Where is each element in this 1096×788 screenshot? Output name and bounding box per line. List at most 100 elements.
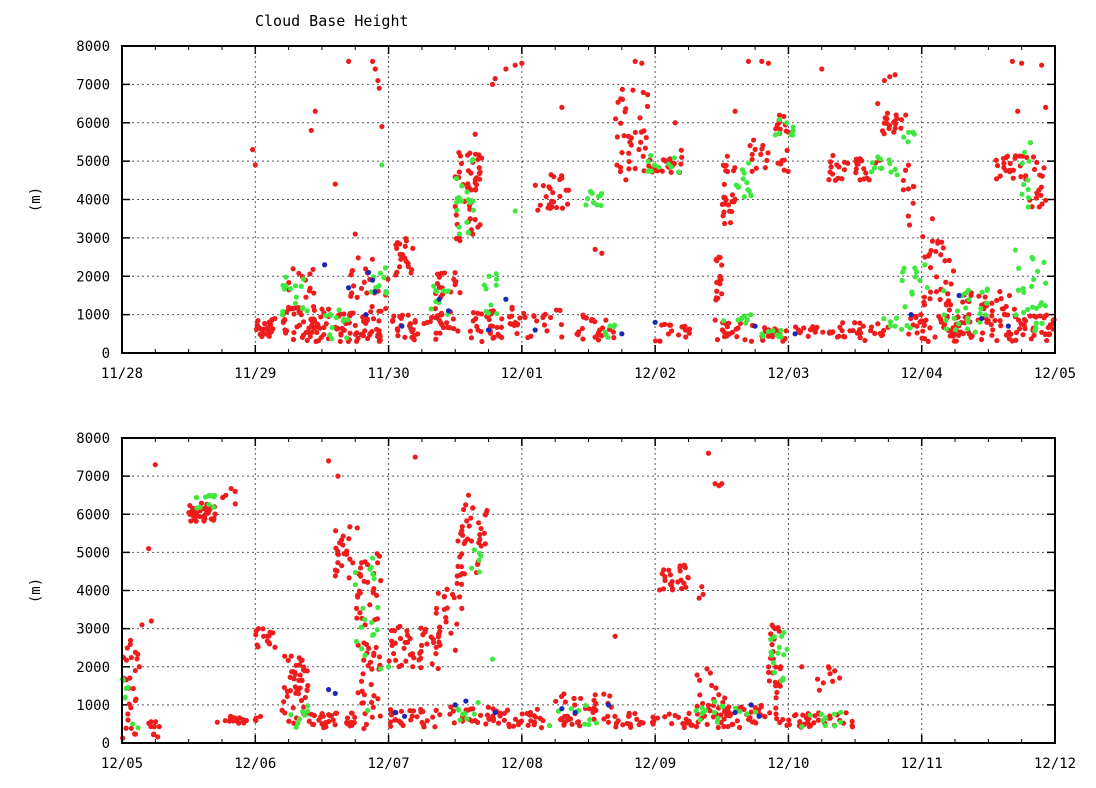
data-point-red (148, 618, 154, 624)
data-point-red (418, 625, 424, 631)
data-point-red (612, 713, 618, 719)
data-point-red (643, 134, 649, 141)
data-point-green (714, 719, 721, 725)
data-point-red (626, 150, 632, 156)
data-point-red (843, 710, 849, 716)
data-point-red (705, 702, 712, 708)
data-point-red (296, 270, 302, 276)
data-point-red (300, 319, 307, 325)
data-point-green (951, 315, 957, 321)
data-point-green (1016, 265, 1022, 271)
data-point-red (290, 266, 296, 272)
data-point-red (146, 545, 152, 552)
data-point-red (775, 160, 781, 166)
data-point-red (745, 58, 752, 64)
data-point-green (383, 288, 389, 295)
data-point-green (471, 547, 477, 553)
data-point-red (793, 712, 799, 718)
data-point-red (749, 168, 755, 174)
data-point-red (1043, 197, 1049, 203)
data-point-red (932, 334, 938, 340)
data-point-red (306, 288, 313, 294)
data-point-red (780, 338, 786, 344)
data-point-red (741, 706, 747, 713)
data-point-red (456, 169, 462, 175)
x-tick-label: 12/04 (901, 366, 943, 382)
data-point-red (591, 716, 597, 722)
data-point-red (306, 325, 312, 331)
data-point-green (776, 130, 782, 136)
data-point-red (1021, 316, 1027, 323)
data-point-green (431, 283, 437, 289)
data-point-green (1025, 177, 1031, 183)
data-point-red (146, 720, 152, 726)
data-point-red (891, 129, 897, 135)
data-point-red (291, 329, 297, 336)
data-point-red (296, 655, 302, 661)
data-point-red (762, 165, 768, 171)
data-point-red (375, 77, 381, 84)
data-point-red (479, 338, 485, 345)
data-point-red (489, 81, 496, 87)
data-point-red (722, 695, 728, 701)
data-point-red (439, 322, 445, 328)
data-point-green (1019, 160, 1025, 167)
data-point-red (1021, 322, 1027, 329)
data-point-red (436, 639, 442, 645)
data-point-green (370, 571, 376, 577)
data-point-red (783, 128, 789, 134)
data-point-red (667, 322, 674, 328)
data-point-red (900, 187, 907, 193)
plot-frame (121, 437, 1056, 744)
data-point-red (512, 62, 518, 68)
data-point-red (784, 722, 790, 729)
data-point-red (734, 334, 740, 340)
data-point-red (361, 725, 367, 732)
data-point-red (501, 710, 508, 716)
data-point-red (684, 720, 690, 726)
data-point-red (933, 289, 940, 295)
data-point-red (395, 333, 401, 339)
data-point-red (1016, 153, 1023, 159)
data-point-green (899, 277, 905, 284)
data-point-blue (345, 285, 352, 291)
x-tick-label: 11/29 (234, 366, 276, 382)
data-point-red (253, 632, 259, 638)
data-point-red (619, 150, 625, 156)
data-point-red (430, 636, 436, 642)
data-point-green (651, 162, 658, 168)
data-point-red (391, 313, 397, 319)
data-point-red (394, 326, 400, 332)
data-point-red (1039, 62, 1045, 68)
data-point-red (392, 640, 398, 646)
data-point-red (1010, 175, 1016, 181)
data-point-red (205, 510, 211, 516)
data-point-red (330, 717, 336, 723)
data-point-red (354, 615, 360, 621)
data-point-green (375, 604, 381, 611)
data-point-green (611, 324, 617, 330)
data-point-red (998, 296, 1004, 302)
data-point-green (379, 162, 385, 168)
data-point-red (152, 719, 159, 725)
data-point-green (784, 120, 790, 126)
data-point-green (737, 708, 743, 715)
data-point-green (941, 312, 947, 318)
data-point-red (644, 103, 651, 109)
data-point-green (302, 712, 308, 718)
data-point-red (1027, 313, 1033, 319)
data-point-red (826, 177, 832, 183)
data-point-red (945, 291, 951, 297)
data-point-green (1012, 247, 1019, 253)
data-point-red (914, 330, 920, 336)
data-point-red (929, 216, 935, 222)
data-point-red (368, 309, 374, 315)
data-point-red (403, 658, 409, 664)
data-point-red (681, 580, 687, 586)
data-point-green (193, 494, 200, 501)
data-point-blue (652, 319, 658, 325)
data-point-red (376, 308, 382, 314)
data-point-red (716, 692, 722, 698)
data-point-green (906, 129, 912, 135)
data-point-red (810, 326, 816, 332)
